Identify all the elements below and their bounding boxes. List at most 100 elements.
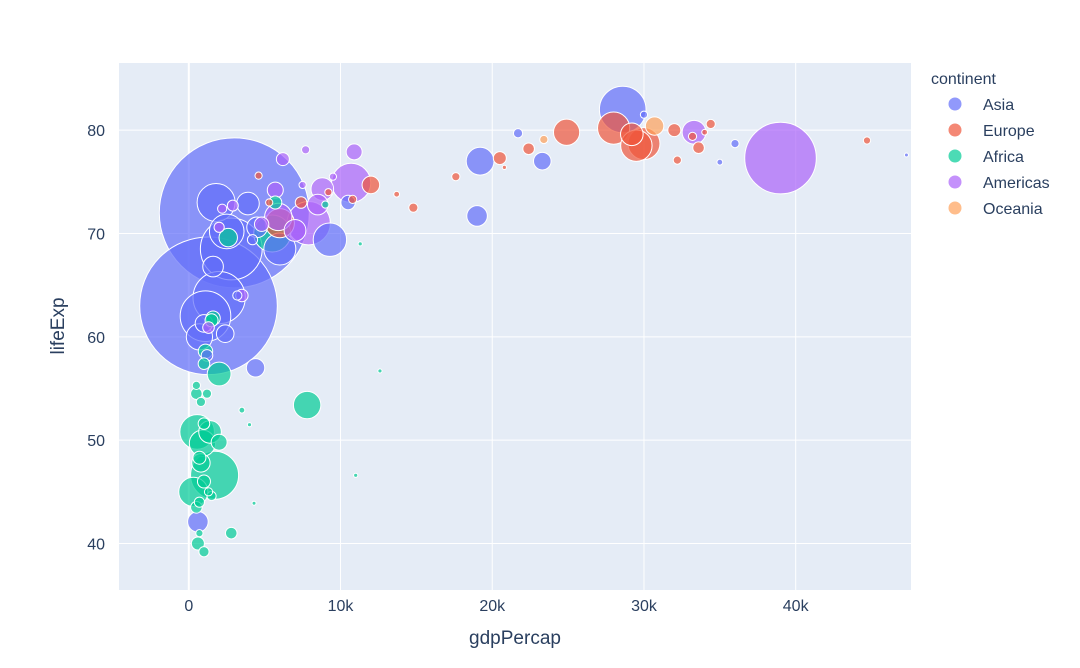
bubble-europe[interactable] [492, 151, 507, 166]
bubble-africa[interactable] [197, 417, 211, 430]
bubble-europe[interactable] [672, 155, 682, 165]
legend-marker-europe[interactable] [947, 122, 963, 138]
bubble-africa[interactable] [192, 450, 207, 465]
bubble-africa[interactable] [218, 227, 238, 248]
bubble-europe[interactable] [705, 118, 716, 130]
bubble-africa[interactable] [191, 380, 201, 390]
tick-labels: 0 10k 20k 30k 40k 40 50 60 70 80 [87, 123, 809, 615]
bubble-europe[interactable] [265, 198, 274, 207]
x-axis-title: gdpPercap [469, 628, 561, 649]
bubble-europe[interactable] [254, 171, 263, 180]
x-tick-label: 30k [631, 598, 658, 615]
y-tick-label: 60 [87, 330, 105, 347]
bubble-europe[interactable] [348, 194, 358, 204]
bubble-europe[interactable] [667, 123, 682, 138]
bubble-africa[interactable] [197, 357, 211, 371]
bubble-americas[interactable] [744, 121, 817, 195]
bubble-africa[interactable] [321, 200, 330, 209]
y-tick-label: 50 [87, 433, 105, 450]
bubble-asia[interactable] [236, 191, 260, 216]
legend-marker-oceania[interactable] [947, 200, 963, 216]
legend-label-europe[interactable]: Europe [983, 123, 1035, 140]
bubble-asia[interactable] [533, 151, 552, 171]
legend-label-oceania[interactable]: Oceania [983, 201, 1043, 218]
bubbles [139, 85, 909, 558]
bubble-europe[interactable] [324, 188, 333, 197]
legend-marker-americas[interactable] [947, 174, 963, 190]
bubble-africa[interactable] [210, 433, 228, 451]
bubble-africa[interactable] [198, 546, 210, 558]
bubble-africa[interactable] [357, 241, 363, 247]
legend-marker-asia[interactable] [947, 96, 963, 112]
bubble-asia[interactable] [232, 290, 243, 301]
legend: continent Asia Europe Africa Americas Oceani… [931, 71, 1050, 218]
bubble-americas[interactable] [202, 321, 215, 334]
bubble-europe[interactable] [393, 190, 401, 198]
bubble-asia[interactable] [187, 511, 209, 533]
bubble-europe[interactable] [701, 128, 709, 136]
bubble-asia[interactable] [465, 146, 495, 176]
legend-marker-africa[interactable] [947, 148, 963, 164]
bubble-africa[interactable] [251, 500, 257, 506]
bubble-africa[interactable] [203, 487, 214, 497]
bubble-americas[interactable] [213, 221, 225, 233]
bubble-americas[interactable] [253, 216, 270, 232]
bubble-americas[interactable] [217, 203, 228, 214]
bubble-africa[interactable] [195, 529, 204, 538]
y-tick-label: 70 [87, 227, 105, 244]
y-axis-title: lifeExp [48, 297, 69, 354]
bubble-europe[interactable] [687, 131, 698, 141]
bubble-africa[interactable] [353, 472, 359, 478]
bubble-asia[interactable] [245, 358, 266, 378]
bubble-americas[interactable] [328, 172, 338, 181]
bubble-europe[interactable] [862, 136, 872, 145]
bubble-asia[interactable] [202, 255, 224, 278]
x-tick-label: 40k [783, 598, 810, 615]
bubble-americas[interactable] [283, 219, 307, 242]
y-tick-label: 80 [87, 123, 105, 140]
bubble-africa[interactable] [206, 361, 232, 387]
bubble-europe[interactable] [522, 142, 535, 156]
bubble-africa[interactable] [193, 496, 206, 508]
bubble-europe[interactable] [361, 175, 381, 195]
bubble-europe[interactable] [620, 122, 644, 147]
bubble-africa[interactable] [195, 396, 207, 408]
bubble-europe[interactable] [552, 118, 581, 146]
x-tick-label: 0 [184, 598, 193, 615]
bubble-asia[interactable] [512, 128, 524, 139]
bubble-europe[interactable] [408, 202, 419, 213]
bubble-asia[interactable] [639, 110, 649, 119]
bubble-asia[interactable] [312, 222, 348, 257]
bubble-asia[interactable] [730, 139, 740, 149]
bubble-asia[interactable] [903, 152, 909, 158]
bubble-africa[interactable] [377, 368, 383, 374]
x-tick-label: 10k [328, 598, 355, 615]
legend-label-americas[interactable]: Americas [983, 175, 1050, 192]
bubble-africa[interactable] [196, 474, 211, 489]
bubble-asia[interactable] [246, 234, 259, 246]
bubble-africa[interactable] [224, 526, 238, 540]
bubble-africa[interactable] [201, 388, 213, 399]
bubble-oceania[interactable] [539, 134, 549, 145]
bubble-americas[interactable] [226, 199, 239, 212]
bubble-asia[interactable] [215, 324, 235, 344]
bubble-africa[interactable] [292, 390, 322, 420]
bubble-asia[interactable] [716, 158, 724, 166]
x-tick-label: 20k [479, 598, 506, 615]
legend-label-africa[interactable]: Africa [983, 149, 1024, 166]
bubble-europe[interactable] [451, 172, 461, 182]
bubble-africa[interactable] [190, 536, 205, 551]
bubble-americas[interactable] [275, 152, 290, 167]
bubble-europe[interactable] [692, 141, 705, 155]
bubble-europe[interactable] [294, 196, 308, 209]
bubble-americas[interactable] [301, 145, 311, 155]
bubble-europe[interactable] [501, 164, 507, 170]
bubble-americas[interactable] [298, 180, 307, 190]
bubble-asia[interactable] [466, 205, 488, 227]
bubble-americas[interactable] [345, 143, 363, 161]
bubble-oceania[interactable] [644, 116, 665, 136]
bubble-africa[interactable] [246, 422, 253, 428]
legend-label-asia[interactable]: Asia [983, 97, 1014, 114]
bubble-africa[interactable] [238, 406, 246, 414]
